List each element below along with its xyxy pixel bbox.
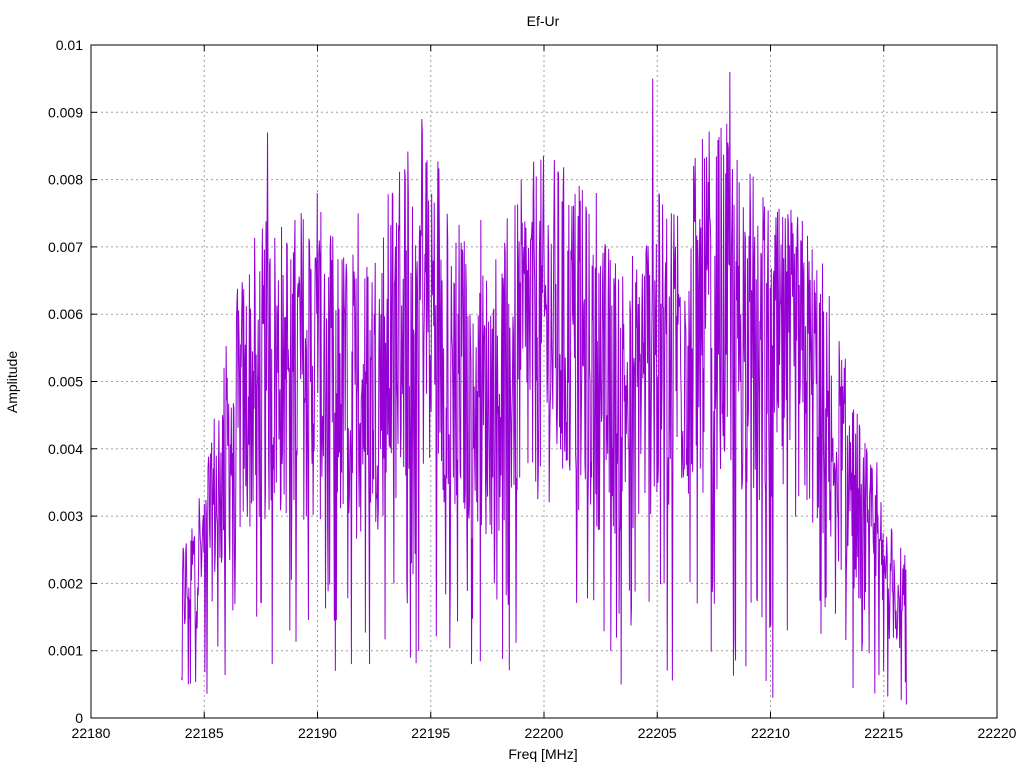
- chart-title: Ef-Ur: [527, 13, 560, 29]
- x-axis-title: Freq [MHz]: [508, 746, 577, 762]
- y-tick-label: 0.006: [48, 306, 83, 322]
- x-tick-label: 22220: [978, 725, 1017, 741]
- x-tick-label: 22185: [185, 725, 224, 741]
- x-tick-label: 22190: [298, 725, 337, 741]
- y-tick-labels: 0 0.001 0.002 0.003 0.004 0.005 0.006 0.007 0.00…: [48, 37, 83, 726]
- plot-frame: [90, 44, 998, 719]
- x-tick-label: 22210: [751, 725, 790, 741]
- x-tick-label: 22180: [72, 725, 111, 741]
- y-tick-label: 0.004: [48, 441, 83, 457]
- y-tick-label: 0.001: [48, 643, 83, 659]
- plot-area: [181, 71, 907, 705]
- y-tick-label: 0.003: [48, 508, 83, 524]
- y-axis-title: Amplitude: [4, 351, 20, 413]
- x-tick-label: 22215: [864, 725, 903, 741]
- y-tick-label: 0.008: [48, 172, 83, 188]
- spectrum-line: [181, 71, 907, 705]
- x-tick-label: 22195: [411, 725, 450, 741]
- y-tick-label: 0.007: [48, 239, 83, 255]
- x-tick-labels: 22180 22185 22190 22195 22200 22205 22210 22215…: [72, 725, 1017, 741]
- y-tick-label: 0: [75, 710, 83, 726]
- y-tick-label: 0.002: [48, 575, 83, 591]
- x-tick-label: 22205: [638, 725, 677, 741]
- x-tick-label: 22200: [525, 725, 564, 741]
- y-tick-label: 0.005: [48, 374, 83, 390]
- y-tick-label: 0.009: [48, 104, 83, 120]
- y-tick-label: 0.01: [56, 37, 83, 53]
